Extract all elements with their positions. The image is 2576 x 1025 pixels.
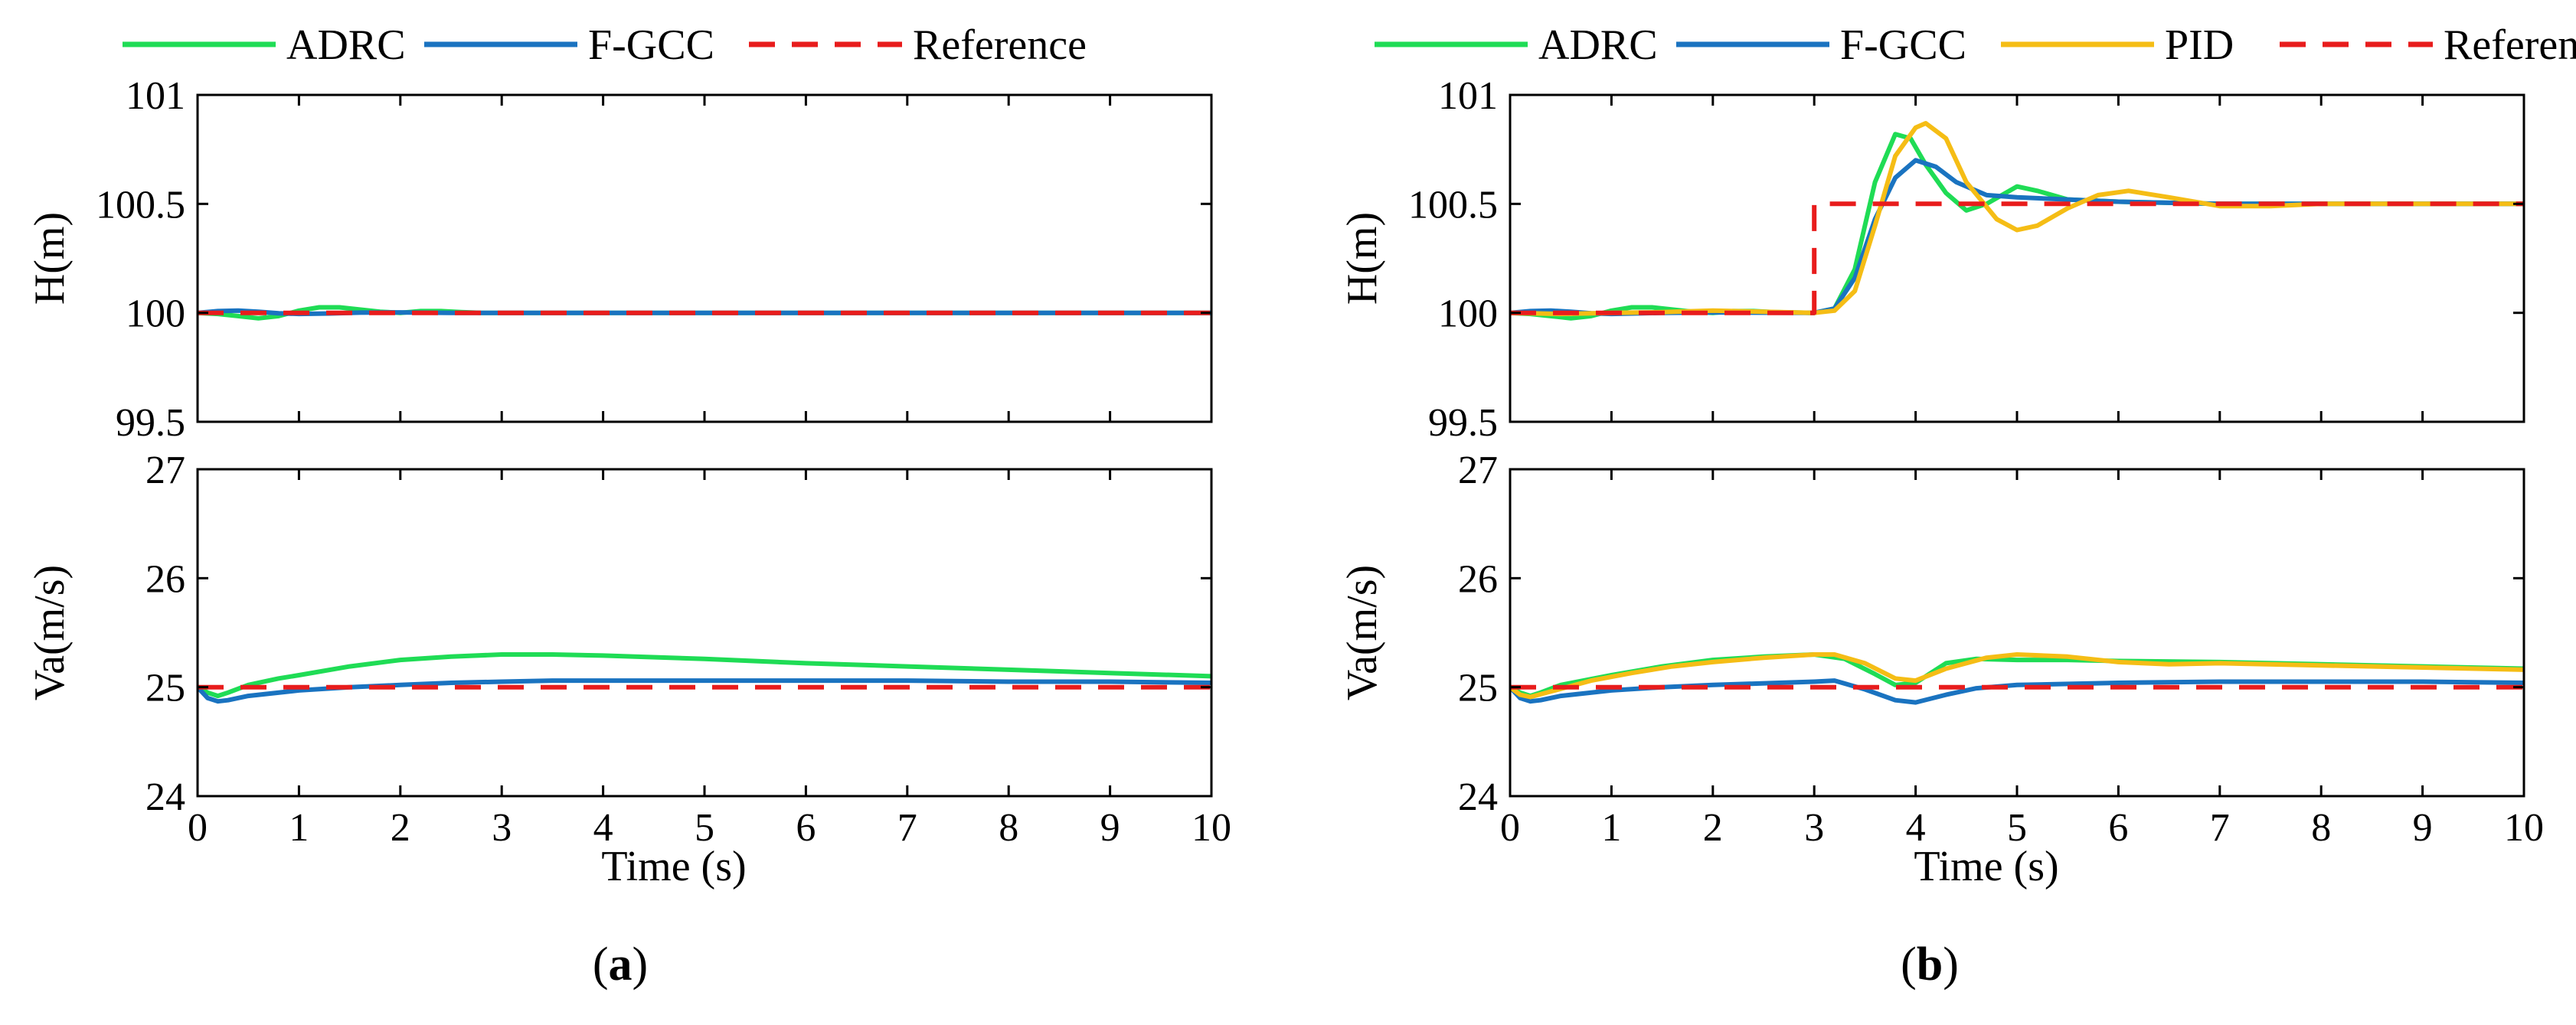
y-tick-label: 25 xyxy=(1458,667,1498,710)
legend-label-pid: PID xyxy=(2165,21,2234,69)
series-group xyxy=(1510,652,2524,705)
y-tick-label: 27 xyxy=(1458,449,1498,492)
x-axis-label: Time (s) xyxy=(601,843,746,890)
subplot-altitude: 101 100.5 100 99.5 H(m) xyxy=(26,74,1213,445)
x-tick-label: 9 xyxy=(2413,806,2433,850)
legend-label-reference: Reference xyxy=(913,21,1087,69)
x-axis-label: Time (s) xyxy=(1914,843,2058,890)
y-tick-label: 99.5 xyxy=(116,401,185,445)
series-line-f-gcc xyxy=(198,678,1211,704)
legend-item-reference: Reference xyxy=(749,21,1087,69)
series-group xyxy=(1510,121,2524,321)
subplot-airspeed: 27 26 25 240 1 2 3 4 5 6 7 8 9 10 Va(m/s) xyxy=(1339,449,2544,850)
x-tick-label: 10 xyxy=(1192,806,1231,850)
series-line-pid xyxy=(1510,652,2524,700)
x-tick-label: 5 xyxy=(695,806,714,850)
y-tick-label: 100.5 xyxy=(1408,183,1498,227)
legend-label-reference: Reference xyxy=(2444,21,2576,69)
x-tick-label: 1 xyxy=(1601,806,1621,850)
series-line-adrc xyxy=(198,652,1211,699)
x-tick-label: 6 xyxy=(2108,806,2128,850)
legend-item-adrc: ADRC xyxy=(1375,21,1658,69)
legend-label-adrc: ADRC xyxy=(286,21,406,69)
axes-frame xyxy=(1509,93,2525,423)
legend: ADRC F-GCC PID Reference xyxy=(1375,21,2576,69)
legend-item-f-gcc: F-GCC xyxy=(1676,21,1966,69)
x-tick-label: 0 xyxy=(1500,806,1520,850)
x-tick-label: 9 xyxy=(1100,806,1120,850)
series-line-f-gcc xyxy=(1510,158,2524,317)
series-group xyxy=(198,305,1211,321)
x-tick-label: 7 xyxy=(2210,806,2230,850)
legend-item-pid: PID xyxy=(2001,21,2234,69)
x-tick-label: 3 xyxy=(1804,806,1824,850)
y-tick-label: 100.5 xyxy=(96,183,185,227)
legend-label-adrc: ADRC xyxy=(1538,21,1658,69)
x-tick-label: 2 xyxy=(391,806,410,850)
legend-item-adrc: ADRC xyxy=(123,21,406,69)
x-tick-label: 2 xyxy=(1703,806,1723,850)
x-tick-label: 5 xyxy=(2007,806,2027,850)
series-group xyxy=(198,652,1211,704)
x-tick-label: 4 xyxy=(593,806,613,850)
y-tick-label: 26 xyxy=(1458,557,1498,601)
chart-a: ADRC F-GCC Reference101100.510099.5H(m)272… xyxy=(26,21,1231,991)
series-line-pid xyxy=(1510,121,2524,317)
x-tick-label: 3 xyxy=(492,806,512,850)
legend-label-f-gcc: F-GCC xyxy=(1840,21,1966,69)
series-line-reference xyxy=(1510,201,2524,315)
y-tick-label: 24 xyxy=(145,775,185,819)
y-axis-label: H(m) xyxy=(1339,212,1386,305)
y-tick-label: 101 xyxy=(126,74,185,118)
legend-label-f-gcc: F-GCC xyxy=(588,21,714,69)
y-tick-label: 100 xyxy=(126,292,185,336)
y-tick-label: 101 xyxy=(1438,74,1498,118)
y-axis-label: Va(m/s) xyxy=(26,565,74,700)
x-tick-label: 0 xyxy=(188,806,208,850)
x-tick-label: 1 xyxy=(289,806,309,850)
y-axis-label: Va(m/s) xyxy=(1339,565,1386,700)
y-tick-label: 27 xyxy=(145,449,185,492)
series-line-f-gcc xyxy=(1510,678,2524,705)
legend: ADRC F-GCC Reference xyxy=(123,21,1087,69)
series-line-adrc xyxy=(1510,132,2524,321)
y-tick-label: 100 xyxy=(1438,292,1498,336)
y-tick-label: 24 xyxy=(1458,775,1498,819)
x-tick-label: 4 xyxy=(1906,806,1926,850)
y-tick-label: 26 xyxy=(145,557,185,601)
subplot-airspeed: 27 26 25 240 1 2 3 4 5 6 7 8 9 10 Va(m/s) xyxy=(26,449,1231,850)
y-tick-label: 25 xyxy=(145,667,185,710)
series-line-adrc xyxy=(1510,652,2524,699)
subplot-altitude: 101 100.5 100 99.5 H(m) xyxy=(1339,74,2525,445)
chart-b: ADRCF-GCCPIDReference101100.510099.5H(m)… xyxy=(1339,21,2576,991)
axes-frame xyxy=(1509,468,2525,798)
panel-caption: (b) xyxy=(1901,938,1959,991)
legend-item-f-gcc: F-GCC xyxy=(424,21,714,69)
legend-item-reference: Reference xyxy=(2280,21,2576,69)
y-tick-label: 99.5 xyxy=(1428,401,1498,445)
axes-frame xyxy=(196,468,1213,798)
x-tick-label: 8 xyxy=(999,806,1018,850)
x-tick-label: 10 xyxy=(2504,806,2544,850)
x-tick-label: 7 xyxy=(897,806,917,850)
y-axis-label: H(m) xyxy=(26,212,74,305)
x-tick-label: 6 xyxy=(796,806,816,850)
axes-frame xyxy=(196,93,1213,423)
x-tick-label: 8 xyxy=(2311,806,2331,850)
panel-caption: (a) xyxy=(593,938,648,991)
